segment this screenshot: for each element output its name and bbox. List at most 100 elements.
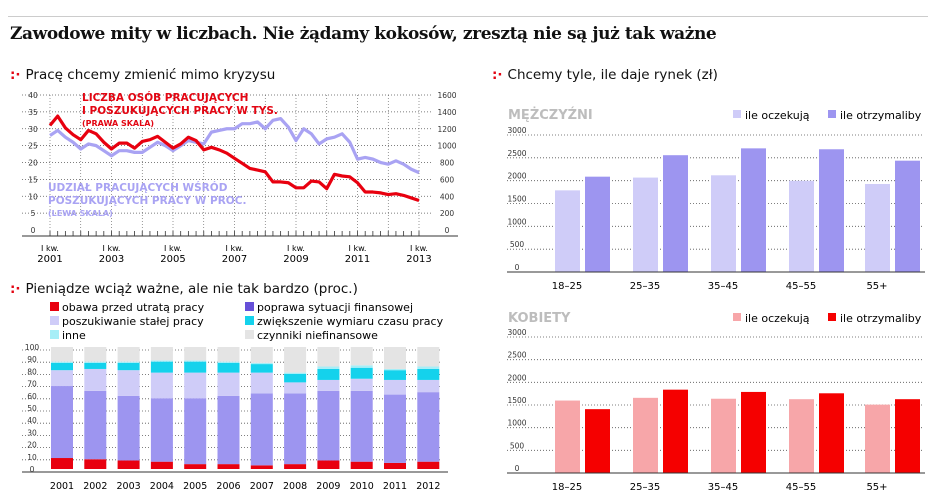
- bar: [633, 177, 658, 272]
- bar-segment: [184, 361, 207, 373]
- y-tick-label: 2500: [507, 149, 526, 158]
- bar: [663, 155, 688, 272]
- bar: [741, 148, 766, 272]
- series-note-udzial: (LEWA SKALA): [48, 209, 113, 218]
- bar-segment: [384, 394, 406, 463]
- bar-segment: [117, 370, 140, 396]
- bar-segment: [217, 464, 240, 469]
- left-tick-label: 40: [28, 91, 38, 100]
- bar-segment: [184, 360, 207, 362]
- bar-segment: [150, 461, 173, 469]
- bar: [633, 397, 658, 473]
- x-tick-label: 45–55: [786, 281, 816, 292]
- bar-segment: [350, 365, 373, 368]
- x-tick-year: 2009: [283, 254, 308, 265]
- bar-segment: [250, 347, 273, 363]
- x-tick-year: 2005: [160, 254, 185, 265]
- x-tick-label: 35–45: [708, 482, 738, 493]
- x-tick-label: 2002: [83, 481, 107, 492]
- y-tick-label: 2000: [507, 172, 526, 181]
- top-rule: [8, 16, 928, 17]
- bar-segment: [284, 464, 307, 469]
- x-tick-quarter: I kw.: [41, 244, 59, 253]
- bar: [555, 400, 580, 473]
- bar-segment: [317, 379, 340, 391]
- right-tick-label: 200: [440, 209, 455, 218]
- bar: [895, 399, 920, 473]
- bar-segment: [84, 362, 107, 369]
- y-tick-label: 500: [510, 441, 525, 450]
- section-line-title: :· Pracę chcemy zmienić mimo kryzysu: [10, 67, 275, 83]
- x-tick-label: 55+: [866, 482, 887, 493]
- bar-segment: [184, 347, 207, 361]
- series-label-udzial-1: UDZIAŁ PRACUJĄCYCH WŚRÓD: [48, 181, 228, 194]
- legend-swatch: [50, 330, 59, 339]
- left-tick-label: 25: [28, 142, 38, 151]
- bar-segment: [417, 368, 440, 380]
- y-tick-label: 90: [27, 355, 37, 364]
- x-tick-year: 2011: [345, 254, 370, 265]
- bar: [555, 190, 580, 272]
- bar-segment: [417, 366, 440, 369]
- legend-label: inne: [62, 329, 86, 342]
- legend-label: poprawa sytuacji finansowej: [257, 301, 413, 314]
- bar-segment: [250, 362, 273, 365]
- page-title: Zawodowe mity w liczbach. Nie żądamy kok…: [10, 24, 717, 44]
- y-tick-label: 2500: [507, 351, 526, 360]
- bar-segment: [350, 461, 373, 469]
- right-tick-label: 400: [440, 192, 455, 201]
- legend-swatch: [50, 302, 59, 311]
- series-note-liczba: (PRAWA SKALA): [82, 119, 154, 128]
- x-tick-year: 2001: [37, 254, 62, 265]
- dots-icon: :·: [10, 67, 21, 83]
- bar: [865, 183, 890, 272]
- x-tick-label: 2010: [350, 481, 374, 492]
- x-tick-quarter: I kw.: [164, 244, 182, 253]
- bar: [819, 393, 844, 473]
- bar-segment: [317, 347, 340, 367]
- legend-label: poszukiwanie stałej pracy: [62, 315, 204, 328]
- y-tick-label: 40: [27, 416, 37, 425]
- right-tick-label: 0: [445, 226, 450, 235]
- bar: [585, 409, 610, 473]
- x-tick-label: 25–35: [630, 482, 660, 493]
- bar-segment: [84, 347, 107, 362]
- legend-swatch: [245, 316, 254, 325]
- bar: [789, 399, 814, 473]
- section-line-label: Pracę chcemy zmienić mimo kryzysu: [25, 67, 276, 83]
- bar-segment: [150, 372, 173, 399]
- y-tick-label: 20: [27, 441, 37, 450]
- y-tick-label: 0: [515, 464, 520, 473]
- series-line-udzial: [49, 117, 420, 175]
- bar-segment: [350, 390, 373, 462]
- bar-segment: [350, 378, 373, 391]
- bar: [711, 398, 736, 473]
- right-tick-label: 1200: [437, 125, 456, 134]
- x-tick-label: 2006: [216, 481, 240, 492]
- y-tick-label: 60: [27, 392, 37, 401]
- x-tick-year: 2013: [406, 254, 431, 265]
- bar-segment: [417, 392, 440, 462]
- x-tick-year: 2007: [222, 254, 247, 265]
- bar-segment: [150, 347, 173, 361]
- bar-segment: [284, 382, 307, 394]
- bar-segment: [150, 360, 173, 362]
- bar-segment: [284, 372, 307, 374]
- left-tick-label: 35: [28, 108, 38, 117]
- section-salary-label: Chcemy tyle, ile daje rynek (zł): [507, 67, 718, 83]
- legend-label: zwiększenie wymiaru czasu pracy: [257, 315, 444, 328]
- bar-segment: [284, 347, 307, 373]
- x-tick-label: 2005: [183, 481, 207, 492]
- x-tick-label: 2004: [150, 481, 174, 492]
- x-tick-quarter: I kw.: [349, 244, 367, 253]
- bar-segment: [384, 379, 406, 395]
- bar-segment: [84, 368, 107, 391]
- bar-segment: [250, 372, 273, 394]
- left-tick-label: 5: [31, 209, 36, 218]
- x-tick-label: 18–25: [552, 281, 582, 292]
- left-tick-label: 15: [28, 175, 38, 184]
- bar-segment: [350, 367, 373, 379]
- legend-label: ile otrzymaliby: [840, 109, 922, 122]
- bar-segment: [317, 366, 340, 369]
- bar-segment: [117, 362, 140, 371]
